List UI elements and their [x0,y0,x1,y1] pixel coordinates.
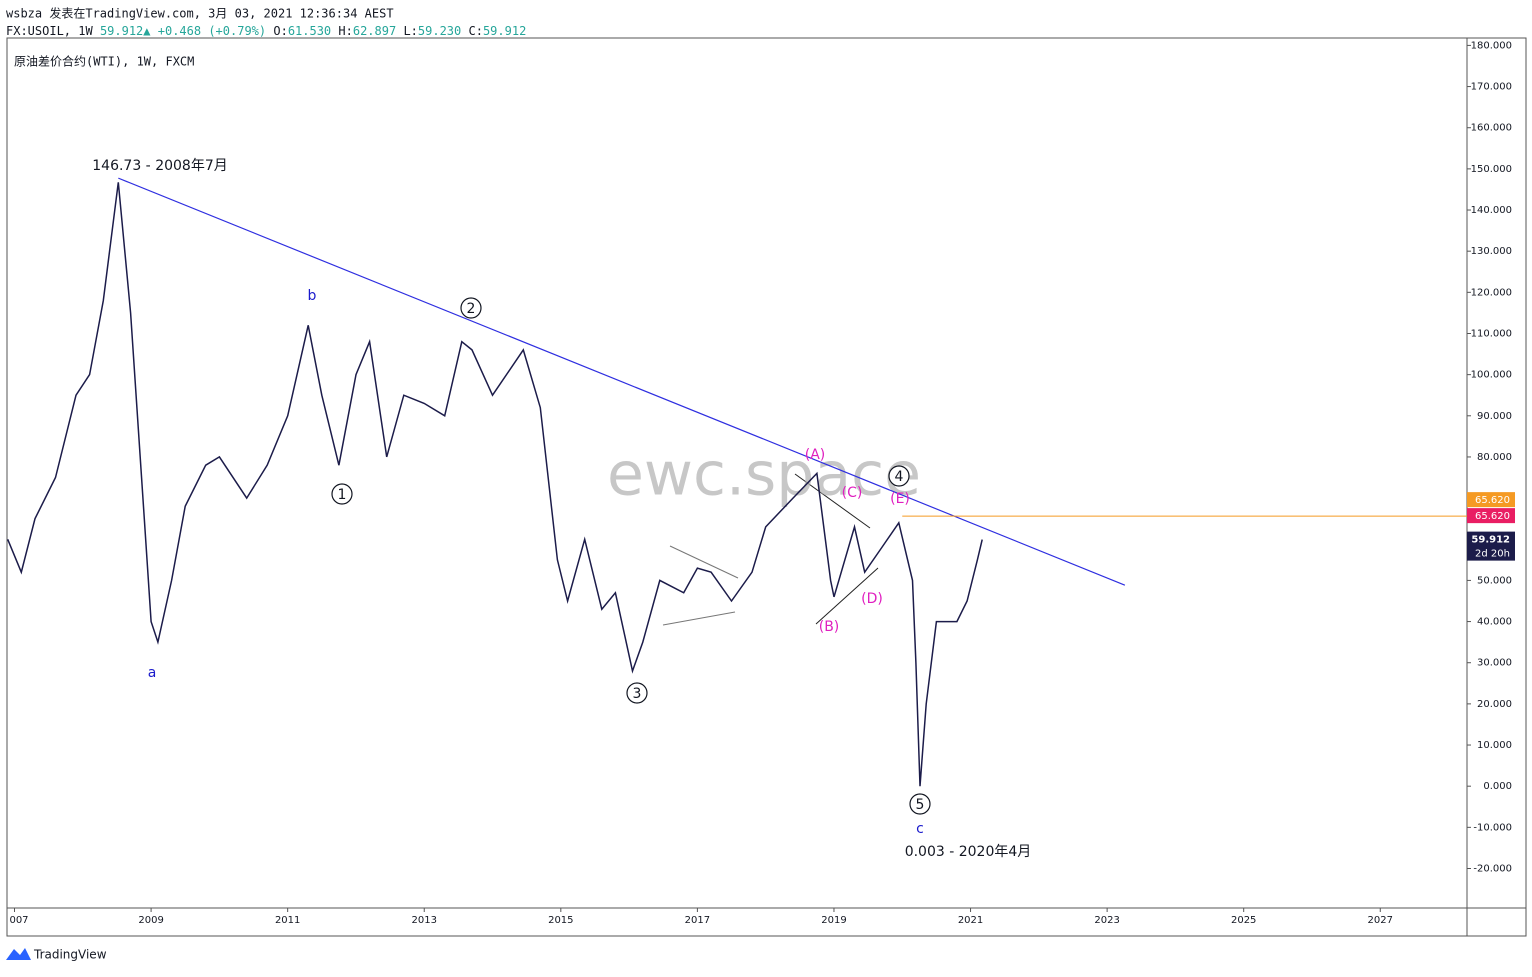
wave-circle [460,297,482,319]
wave-circle [626,682,648,704]
wave-circle [909,793,931,815]
publisher: wsbza 发表在TradingView.com, 3月 03, 2021 12… [6,6,394,21]
price-line [7,182,983,787]
close: 59.912 [483,24,526,38]
y-tick-label: 130.000 [1471,246,1512,257]
open: 61.530 [288,24,331,38]
y-tick-label: 0.000 [1483,781,1512,792]
x-tick-label: 2009 [138,915,163,926]
annotation: (E) [890,491,910,507]
wave-circle [331,483,353,505]
l-label: L: [403,24,417,38]
trendline [118,177,1126,586]
y-tick-label: 120.000 [1471,287,1512,298]
x-tick-label: 2027 [1368,915,1393,926]
level-tag [1467,508,1515,524]
level-tag [1467,492,1515,508]
y-tick-label: 160.000 [1471,123,1512,134]
wave-label: 4 [895,469,904,485]
y-tick-label: 150.000 [1471,164,1512,175]
footer-logo: TradingView [6,948,107,962]
annotation: (A) [805,447,826,463]
y-tick-label: 80.000 [1477,452,1512,463]
y-tick-label: 140.000 [1471,205,1512,216]
brand: TradingView [33,948,107,962]
x-tick-label: 2023 [1094,915,1119,926]
y-tick-label: -20.000 [1473,863,1512,874]
x-tick-label: 2017 [685,915,710,926]
o-label: O: [273,24,287,38]
h-label: H: [338,24,352,38]
triangle-line [662,611,736,626]
y-tick-label: 180.000 [1471,40,1512,51]
frame [6,37,1527,937]
y-tick-label: 30.000 [1477,658,1512,669]
ohlc-line: FX:USOIL, 1W 59.912▲ +0.468 (+0.79%) O:6… [6,24,526,38]
triangle-line [669,545,739,579]
annotation: 0.003 - 2020年4月 [905,844,1032,860]
y-tick-label: 10.000 [1477,740,1512,751]
wave-label: 1 [338,487,347,503]
annotation: (C) [842,485,863,501]
x-tick-label: 2019 [821,915,846,926]
symbol: FX:USOIL, 1W [6,24,93,38]
annotation: (D) [861,591,883,607]
y-tick-label: 100.000 [1471,370,1512,381]
x-tick-label: 2015 [548,915,573,926]
annotation: 146.73 - 2008年7月 [92,158,227,174]
y-tick-label: 50.000 [1477,575,1512,586]
watermark: ewc.space [607,440,921,510]
change: ▲ +0.468 (+0.79%) [143,24,266,38]
c-label: C: [469,24,483,38]
wave-label: 3 [633,686,642,702]
wave-circle [888,465,910,487]
logo-icon [6,948,31,960]
triangle-line [815,567,879,625]
low: 59.230 [418,24,461,38]
y-tick-label: -10.000 [1473,822,1512,833]
last: 59.912 [100,24,143,38]
wave-label: 2 [467,301,476,317]
x-tick-label: 2013 [412,915,437,926]
x-tick-label: 2011 [275,915,300,926]
y-tick-label: 110.000 [1471,328,1512,339]
y-tick-label: 90.000 [1477,411,1512,422]
countdown: 2d 20h [1475,549,1510,560]
last-price-label: 59.912 [1471,535,1510,546]
level-tag-label: 65.620 [1475,511,1510,522]
x-tick-label: 007 [9,915,28,926]
annotation: a [148,665,157,681]
annotation: c [916,821,924,837]
instrument: 原油差价合约(WTI), 1W, FXCM [14,54,194,69]
y-tick-label: 20.000 [1477,699,1512,710]
y-tick-label: 170.000 [1471,82,1512,93]
y-tick-label: 40.000 [1477,617,1512,628]
last-price-tag [1467,531,1515,561]
x-tick-label: 2021 [958,915,983,926]
wave-label: 5 [916,797,925,813]
x-tick-label: 2025 [1231,915,1256,926]
high: 62.897 [353,24,396,38]
annotation: (B) [819,619,840,635]
annotation: b [308,288,317,304]
level-tag-label: 65.620 [1475,495,1510,506]
